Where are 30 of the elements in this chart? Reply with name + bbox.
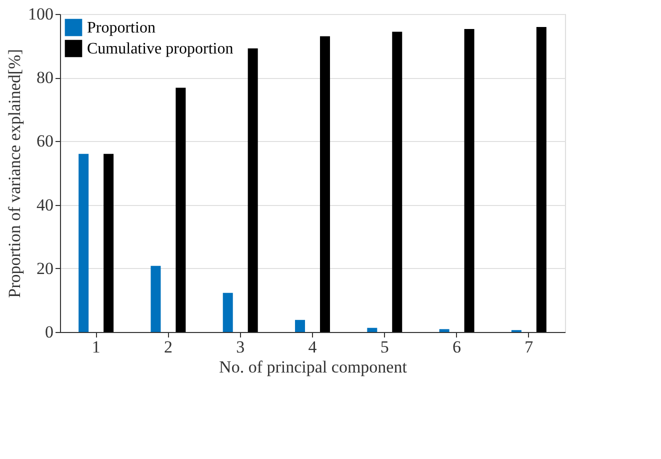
y-tick-label: 0: [45, 322, 54, 342]
x-tick-label: 2: [164, 338, 172, 356]
bar: [439, 329, 450, 332]
x-axis-title: No. of principal component: [219, 358, 408, 376]
x-tick-label: 6: [452, 338, 462, 356]
bar: [320, 36, 330, 332]
bar: [295, 320, 306, 332]
y-tick-label: 100: [28, 4, 54, 24]
y-axis-title: Proportion of variance explained[%]: [5, 49, 24, 298]
x-tick-label: 1: [92, 338, 100, 356]
bar: [536, 27, 546, 332]
bar: [464, 28, 474, 332]
bar: [248, 48, 258, 332]
bar: [392, 32, 402, 332]
x-tick-label: 3: [236, 338, 245, 356]
bar: [176, 88, 186, 332]
legend-label: Cumulative proportion: [87, 40, 234, 58]
bar: [150, 266, 161, 332]
y-tick-label: 20: [36, 258, 54, 278]
legend-label: Proportion: [87, 20, 156, 36]
y-tick-label: 80: [36, 68, 54, 88]
x-tick-label: 5: [380, 338, 389, 356]
x-tick-label: 7: [524, 338, 534, 356]
bar: [222, 292, 233, 332]
y-tick-label: 40: [36, 195, 54, 214]
y-tick-label: 60: [36, 132, 54, 151]
bar: [104, 154, 114, 332]
bar: [78, 154, 89, 332]
x-tick-label: 4: [308, 338, 318, 356]
bar: [367, 328, 378, 332]
